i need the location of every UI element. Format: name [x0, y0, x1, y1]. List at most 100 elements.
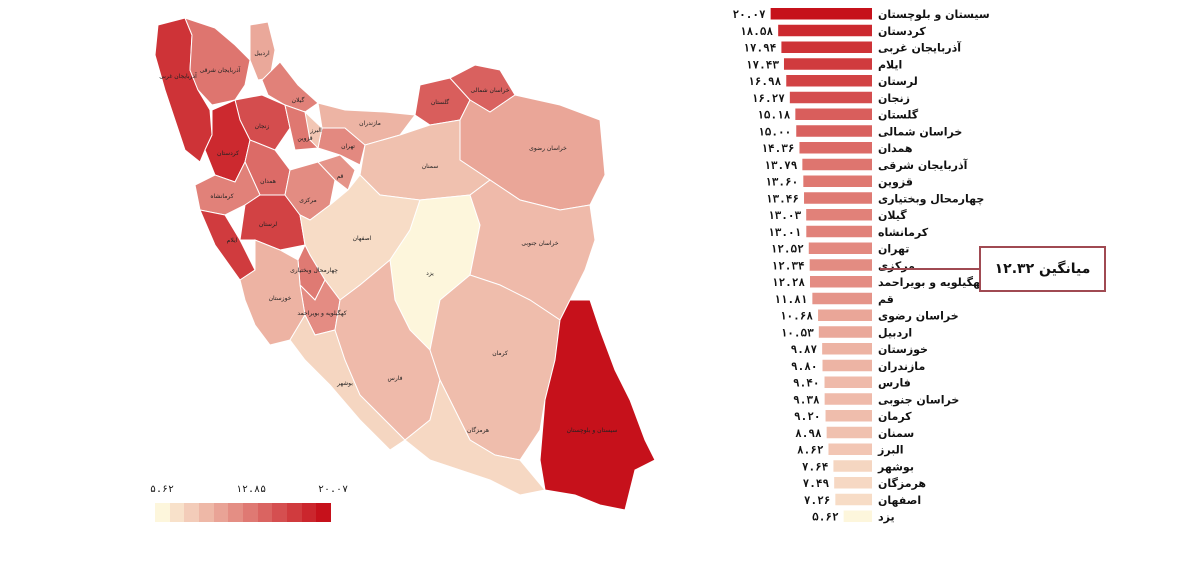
- bar: [826, 426, 872, 439]
- bar: [834, 477, 872, 489]
- bar: [812, 292, 872, 305]
- legend-swatch: [184, 503, 200, 522]
- bar: [799, 142, 872, 154]
- category-label: آذربایجان غربی: [878, 41, 961, 55]
- province-label: سمنان: [422, 163, 439, 170]
- bar: [802, 158, 872, 171]
- category-label: قم: [878, 293, 894, 306]
- category-label: هرمزگان: [878, 477, 926, 490]
- province-label: گیلان: [292, 96, 305, 104]
- value-label: ۱۱.۸۱: [774, 293, 807, 306]
- bar: [778, 24, 872, 37]
- bar: [804, 192, 872, 204]
- category-label: آذربایجان شرقی: [878, 158, 968, 172]
- category-label: خراسان شمالی: [878, 125, 962, 138]
- bar: [825, 410, 872, 422]
- province-label: اردبیل: [254, 50, 270, 57]
- category-label: فارس: [878, 377, 911, 390]
- value-label: ۲۰.۰۷: [733, 8, 766, 21]
- value-label: ۱۲.۵۲: [771, 243, 804, 256]
- category-label: گلستان: [878, 109, 919, 122]
- value-label: ۱۳.۷۹: [764, 159, 797, 172]
- bar: [824, 376, 872, 388]
- category-label: خوزستان: [878, 343, 928, 356]
- province-label: قزوین: [297, 135, 312, 142]
- province-label: آذربایجان غربی: [159, 71, 197, 80]
- bar: [781, 41, 872, 53]
- province-region: [261, 61, 319, 113]
- province-region: [539, 299, 656, 511]
- province-label: کردستان: [217, 150, 239, 157]
- category-label: همدان: [878, 142, 913, 155]
- bar: [808, 242, 872, 254]
- province-label: همدان: [260, 178, 276, 185]
- category-label: اصفهان: [878, 494, 921, 507]
- legend-min-label: ۵.۶۲: [150, 484, 175, 495]
- legend-swatch: [213, 503, 229, 522]
- color-legend-bar: [155, 503, 332, 522]
- value-label: ۱۲.۲۸: [772, 276, 805, 289]
- bar: [809, 259, 872, 271]
- province-label: هرمزگان: [467, 426, 489, 434]
- value-label: ۱۳.۰۱: [768, 226, 801, 239]
- province-label: گلستان: [431, 98, 449, 106]
- legend-swatch: [243, 503, 258, 522]
- province-label: البرز: [309, 127, 322, 134]
- value-label: ۹.۲۰: [794, 410, 821, 423]
- value-label: ۵.۶۲: [812, 511, 839, 524]
- category-label: یزد: [878, 511, 895, 524]
- category-label: ایلام: [878, 58, 902, 71]
- category-label: لرستان: [878, 75, 918, 88]
- value-label: ۱۵.۱۸: [757, 109, 790, 122]
- legend-swatch: [287, 503, 302, 522]
- category-label: گیلان: [878, 209, 907, 222]
- legend-swatch: [272, 503, 288, 522]
- province-region: [239, 239, 306, 346]
- legend-swatch: [316, 503, 332, 522]
- bar: [789, 91, 872, 104]
- legend-swatch: [155, 503, 170, 522]
- bar: [796, 125, 872, 137]
- category-label: سیستان و بلوچستان: [878, 8, 990, 21]
- category-label: خراسان جنوبی: [878, 393, 959, 406]
- value-label: ۹.۸۰: [791, 360, 818, 373]
- value-label: ۷.۲۶: [804, 494, 831, 507]
- value-label: ۱۴.۳۶: [761, 142, 794, 155]
- value-label: ۱۳.۰۳: [768, 209, 801, 222]
- bar: [786, 75, 872, 87]
- province-label: سیستان و بلوچستان: [567, 427, 618, 434]
- province-label: یزد: [426, 270, 434, 277]
- bar: [833, 460, 872, 472]
- average-label: میانگین ۱۲.۳۲: [994, 261, 1091, 277]
- legend-swatch: [199, 503, 214, 522]
- province-label: لرستان: [259, 221, 277, 228]
- legend-mid-label: ۱۲.۸۵: [236, 484, 267, 495]
- category-label: البرز: [877, 444, 904, 457]
- category-label: بوشهر: [877, 460, 914, 473]
- value-label: ۱۶.۹۸: [748, 75, 781, 88]
- category-label: اردبیل: [878, 326, 912, 339]
- category-label: خراسان رضوی: [878, 310, 959, 323]
- province-region: [404, 378, 546, 496]
- value-label: ۱۳.۴۶: [766, 192, 799, 205]
- province-label: کهگیلویه و بویراحمد: [297, 309, 346, 317]
- bar: [828, 443, 872, 455]
- province-label: بوشهر: [336, 380, 353, 387]
- value-label: ۱۳.۶۰: [765, 176, 798, 189]
- category-label: مازندران: [878, 360, 925, 373]
- province-label: چهارمحال وبختیاری: [290, 267, 338, 274]
- bar: [795, 108, 872, 120]
- category-label: تهران: [878, 243, 909, 256]
- province-label: خراسان رضوی: [529, 145, 567, 152]
- category-label: چهارمحال وبختیاری: [878, 192, 984, 205]
- province-region: [317, 154, 356, 191]
- value-label: ۱۷.۴۳: [746, 58, 779, 71]
- province-label: قم: [337, 173, 344, 180]
- category-label: زنجان: [878, 92, 910, 105]
- province-region: [304, 110, 323, 150]
- bar: [818, 309, 872, 321]
- bar: [806, 225, 872, 238]
- province-label: زنجان: [255, 123, 270, 130]
- province-label: خوزستان: [269, 295, 292, 302]
- province-label: ایلام: [227, 237, 238, 244]
